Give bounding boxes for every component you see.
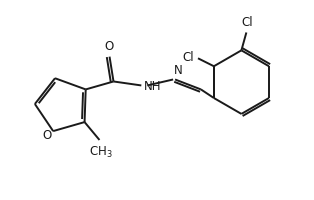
Text: O: O [43,129,52,142]
Text: Cl: Cl [241,16,253,28]
Text: O: O [104,40,113,53]
Text: CH$_3$: CH$_3$ [89,145,112,160]
Text: NH: NH [144,80,162,93]
Text: N: N [174,64,183,77]
Text: Cl: Cl [182,51,194,64]
